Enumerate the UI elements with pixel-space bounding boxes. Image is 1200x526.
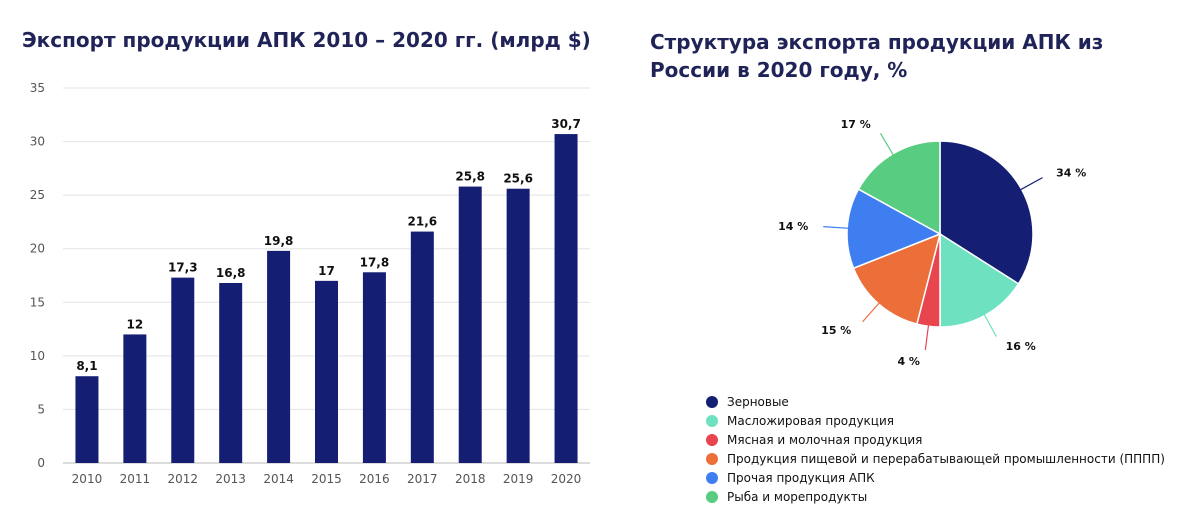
pie-leader-line	[1015, 177, 1043, 193]
bar-value-label: 17,3	[168, 261, 198, 275]
pie-leader-line	[879, 132, 897, 160]
bar-value-label: 21,6	[408, 215, 438, 229]
y-tick-label: 0	[37, 456, 45, 470]
legend-label: Прочая продукция АПК	[727, 470, 875, 485]
bar-value-label: 17,8	[360, 255, 390, 269]
pie-slice-label: 15 %	[821, 324, 851, 337]
legend-marker	[706, 471, 718, 484]
bar-value-label: 19,8	[264, 234, 294, 248]
legend-item: Масложировая продукция	[706, 411, 1165, 430]
pie-leader-line	[924, 320, 930, 351]
x-tick-label: 2012	[167, 472, 198, 486]
legend-marker	[706, 490, 718, 503]
bar-value-label: 17	[318, 264, 335, 278]
pie-slice-label: 4 %	[897, 355, 920, 368]
x-tick-label: 2017	[407, 472, 438, 486]
y-tick-label: 15	[30, 295, 45, 309]
bar-2013	[219, 283, 243, 463]
legend-label: Продукция пищевой и перерабатывающей про…	[727, 451, 1165, 466]
x-tick-label: 2020	[551, 472, 582, 486]
x-tick-label: 2019	[503, 472, 534, 486]
legend-item: Зерновые	[706, 392, 1165, 411]
bar-value-label: 25,8	[455, 170, 485, 184]
legend-label: Рыба и морепродукты	[727, 489, 868, 504]
legend-item: Прочая продукция АПК	[706, 468, 1165, 487]
legend-item: Продукция пищевой и перерабатывающей про…	[706, 449, 1165, 468]
legend-label: Зерновые	[727, 394, 789, 409]
bar-2010	[75, 376, 99, 463]
legend-marker	[706, 433, 718, 446]
y-tick-label: 20	[30, 242, 45, 256]
bar-2012	[171, 277, 195, 463]
y-tick-label: 25	[30, 188, 45, 202]
pie-slice-label: 34 %	[1056, 166, 1086, 179]
bar-2019	[506, 188, 530, 463]
pie-chart-title: Структура экспорта продукции АПК из Росс…	[650, 30, 1104, 82]
legend-item: Мясная и молочная продукция	[706, 430, 1165, 449]
bar-value-label: 12	[127, 317, 144, 331]
y-tick-label: 35	[30, 81, 45, 95]
x-tick-label: 2013	[215, 472, 246, 486]
pie-slice-label: 14 %	[778, 220, 808, 233]
bar-value-label: 8,1	[76, 359, 97, 373]
bar-2011	[123, 334, 147, 463]
bar-2020	[554, 134, 578, 464]
legend-label: Мясная и молочная продукция	[727, 432, 923, 447]
bar-value-label: 25,6	[503, 172, 533, 186]
bar-chart-title: Экспорт продукции АПК 2010 – 2020 гг. (м…	[22, 28, 591, 52]
x-tick-label: 2011	[120, 472, 151, 486]
bar-value-label: 30,7	[551, 117, 581, 131]
legend-label: Масложировая продукция	[727, 413, 894, 428]
bar-2014	[267, 250, 291, 463]
x-tick-label: 2010	[72, 472, 103, 486]
y-tick-label: 30	[30, 135, 45, 149]
y-tick-label: 10	[30, 349, 45, 363]
legend-item: Рыба и морепродукты	[706, 487, 1165, 506]
legend-marker	[706, 452, 718, 465]
bar-2018	[458, 186, 482, 464]
pie-legend: Зерновые Масложировая продукция Мясная и м…	[706, 392, 1165, 506]
legend-marker	[706, 414, 718, 427]
x-tick-label: 2018	[455, 472, 486, 486]
pie-leader-line	[862, 298, 883, 323]
legend-marker	[706, 395, 718, 408]
pie-slice-label: 16 %	[1006, 340, 1036, 353]
x-tick-label: 2015	[311, 472, 342, 486]
bar-2015	[315, 280, 338, 463]
bar-2017	[410, 231, 434, 463]
bar-2016	[362, 272, 386, 463]
x-tick-label: 2014	[263, 472, 294, 486]
pie-slice-label: 17 %	[841, 118, 871, 131]
x-tick-label: 2016	[359, 472, 390, 486]
bar-value-label: 16,8	[216, 266, 246, 280]
pie-leader-line	[823, 226, 854, 230]
pie-leader-line	[981, 309, 997, 337]
y-tick-label: 5	[37, 402, 45, 416]
